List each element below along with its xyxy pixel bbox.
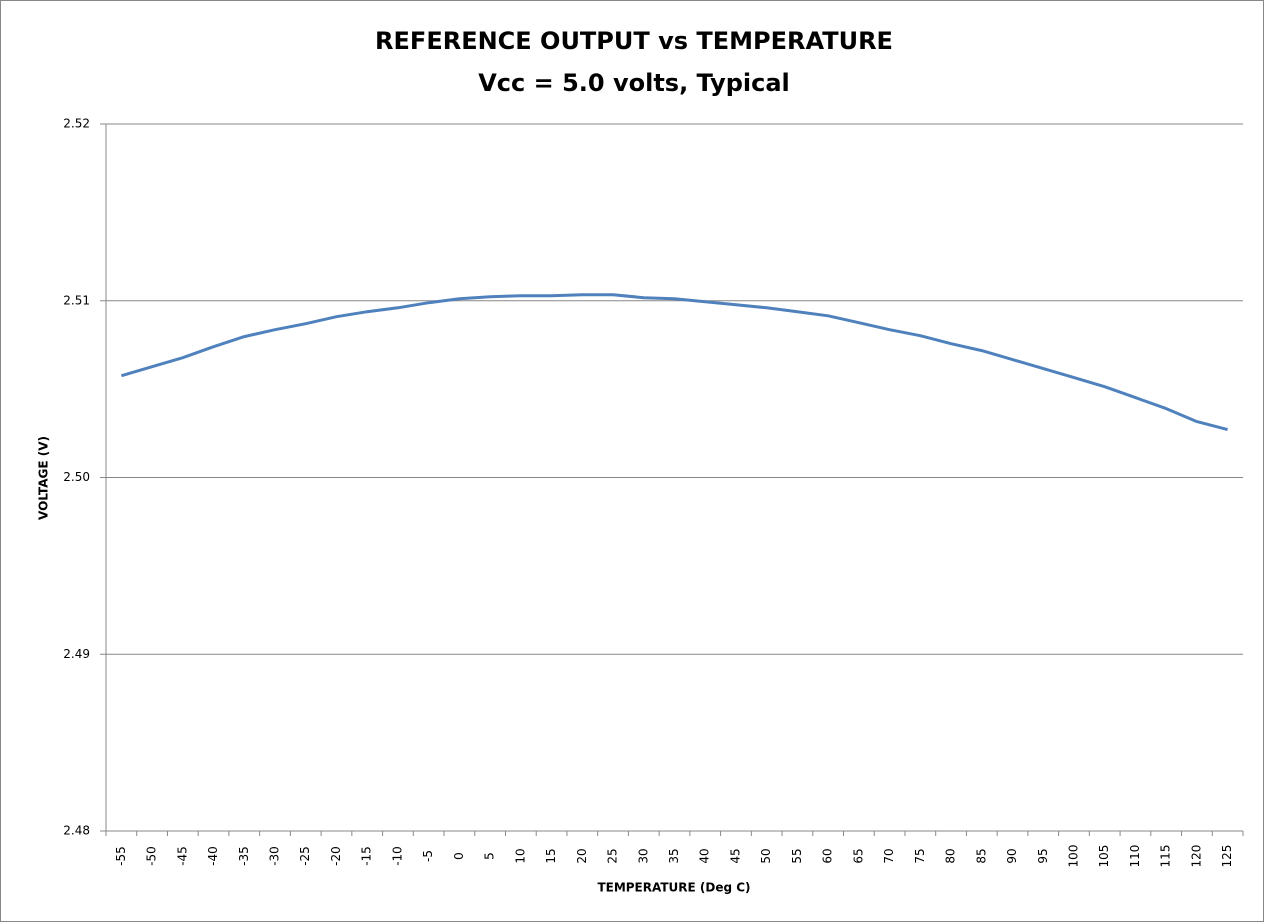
- x-tick-label: 110: [1128, 845, 1142, 868]
- x-tick-label: 60: [821, 848, 835, 863]
- x-tick-label: -25: [298, 846, 312, 866]
- data-line: [120, 293, 1228, 432]
- x-tick-label: 40: [698, 848, 712, 863]
- x-tick-label: 70: [882, 848, 896, 863]
- x-tick-label: 20: [575, 848, 589, 863]
- x-tick-label: -45: [175, 846, 189, 866]
- x-tick-label: 125: [1220, 845, 1234, 868]
- x-tick-label: -50: [145, 846, 159, 866]
- x-tick-label: 75: [913, 848, 927, 863]
- x-tick-label: 105: [1097, 845, 1111, 868]
- chart-title: REFERENCE OUTPUT vs TEMPERATURE: [375, 27, 893, 55]
- x-tick-label: 85: [974, 848, 988, 863]
- x-axis-title: TEMPERATURE (Deg C): [597, 881, 750, 895]
- x-tick-label: 0: [452, 852, 466, 860]
- x-tick-label: -30: [268, 846, 282, 866]
- x-tick-label: 115: [1159, 845, 1173, 868]
- x-tick-label: 95: [1036, 848, 1050, 863]
- y-tick-label: 2.52: [63, 117, 90, 131]
- y-tick-label: 2.50: [63, 470, 90, 484]
- x-tick-label: 50: [759, 848, 773, 863]
- x-tick-label: -10: [390, 846, 404, 866]
- y-axis-title: VOLTAGE (V): [37, 436, 51, 520]
- x-tick-label: -5: [421, 850, 435, 862]
- chart-subtitle: Vcc = 5.0 volts, Typical: [478, 69, 790, 97]
- x-tick-label: -35: [237, 846, 251, 866]
- y-tick-label: 2.48: [63, 824, 90, 838]
- x-tick-label: -20: [329, 846, 343, 866]
- y-tick-label: 2.51: [63, 293, 90, 307]
- x-tick-label: -15: [360, 846, 374, 866]
- x-tick-label: 90: [1005, 848, 1019, 863]
- x-tick-label: 55: [790, 848, 804, 863]
- x-tick-label: -40: [206, 846, 220, 866]
- x-tick-label: -55: [114, 846, 128, 866]
- x-tick-label: 5: [483, 852, 497, 860]
- x-tick-label: 35: [667, 848, 681, 863]
- x-tick-label: 45: [728, 848, 742, 863]
- x-tick-label: 10: [513, 848, 527, 863]
- x-tick-label: 80: [944, 848, 958, 863]
- x-tick-label: 65: [851, 848, 865, 863]
- x-tick-label: 25: [606, 848, 620, 863]
- x-tick-label: 120: [1189, 845, 1203, 868]
- y-tick-label: 2.49: [63, 647, 90, 661]
- x-tick-label: 100: [1066, 845, 1080, 868]
- x-tick-label: 30: [636, 848, 650, 863]
- x-tick-label: 15: [544, 848, 558, 863]
